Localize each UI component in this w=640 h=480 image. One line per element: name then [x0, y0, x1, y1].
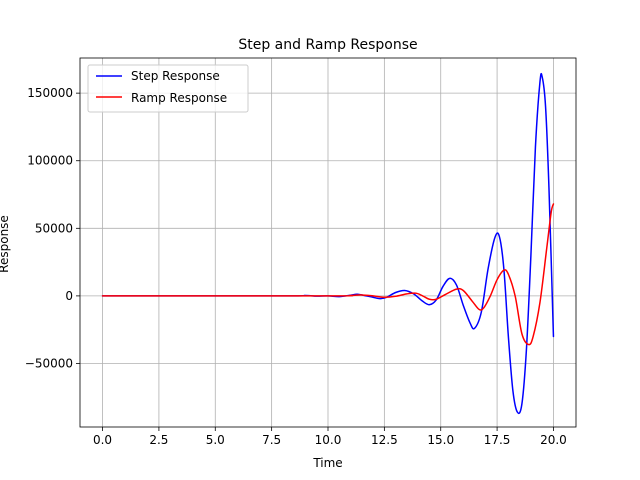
y-axis-ticks: −50000 0 50000 100000 150000: [25, 86, 80, 370]
x-tick-label: 0.0: [93, 433, 112, 447]
legend-label-step: Step Response: [131, 69, 220, 83]
x-tick-label: 7.5: [262, 433, 281, 447]
y-tick-label: 150000: [27, 86, 73, 100]
x-axis-label: Time: [312, 456, 342, 470]
x-tick-label: 12.5: [371, 433, 398, 447]
y-tick-label: −50000: [25, 356, 73, 370]
series-layer: [101, 72, 555, 415]
legend: Step Response Ramp Response: [87, 64, 249, 113]
x-tick-label: 2.5: [149, 433, 168, 447]
x-tick-label: 17.5: [484, 433, 511, 447]
legend-frame: [87, 64, 249, 113]
y-axis-label: Response: [0, 215, 11, 273]
y-tick-label: 50000: [35, 221, 73, 235]
x-axis-ticks: 0.0 2.5 5.0 7.5 10.0 12.5 15.0 17.5 20.0: [93, 427, 567, 447]
x-tick-label: 5.0: [206, 433, 225, 447]
y-tick-label: 100000: [27, 154, 73, 168]
legend-label-ramp: Ramp Response: [131, 91, 227, 105]
x-tick-label: 10.0: [315, 433, 342, 447]
x-tick-label: 15.0: [427, 433, 454, 447]
ramp-response-line: [101, 203, 555, 346]
x-tick-label: 20.0: [540, 433, 567, 447]
y-tick-label: 0: [65, 289, 73, 303]
chart-title: Step and Ramp Response: [238, 37, 417, 53]
